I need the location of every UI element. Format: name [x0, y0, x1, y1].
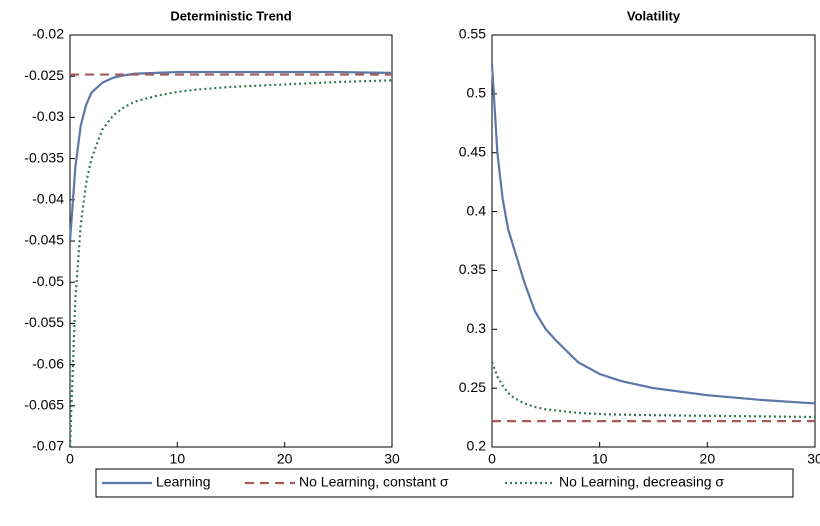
- y-tick-label: -0.045: [24, 232, 64, 248]
- y-tick-label: -0.02: [32, 26, 64, 42]
- x-tick-label: 30: [384, 451, 400, 467]
- x-tick-label: 0: [66, 451, 74, 467]
- y-tick-label: -0.035: [24, 149, 64, 165]
- legend-box: [95, 468, 794, 498]
- y-tick-label: 0.3: [467, 320, 487, 336]
- x-tick-label: 10: [170, 451, 186, 467]
- plot-area: [491, 34, 816, 448]
- y-tick-label: -0.05: [32, 273, 64, 289]
- x-tick-label: 20: [700, 451, 716, 467]
- y-tick-label: 0.35: [459, 261, 486, 277]
- y-tick-label: -0.04: [32, 191, 64, 207]
- x-tick-label: 0: [488, 451, 496, 467]
- y-tick-label: 0.45: [459, 143, 486, 159]
- y-tick-label: -0.03: [32, 108, 64, 124]
- y-tick-label: -0.055: [24, 314, 64, 330]
- y-tick-label: -0.025: [24, 67, 64, 83]
- y-tick-label: -0.07: [32, 438, 64, 454]
- plot-area: [69, 34, 393, 448]
- legend-label: No Learning, decreasing σ: [559, 474, 724, 490]
- y-tick-label: 0.5: [467, 85, 487, 101]
- series-line: [490, 64, 816, 405]
- x-tick-label: 10: [592, 451, 608, 467]
- y-tick-label: 0.25: [459, 379, 486, 395]
- chart-title: Volatility: [627, 8, 681, 23]
- legend-label: No Learning, constant σ: [299, 474, 449, 490]
- y-tick-label: 0.2: [467, 438, 487, 454]
- x-tick-label: 20: [277, 451, 293, 467]
- x-tick-label: 30: [807, 451, 820, 467]
- series-line: [68, 70, 393, 242]
- chart-title: Deterministic Trend: [170, 8, 291, 23]
- y-tick-label: -0.065: [24, 397, 64, 413]
- series-line: [490, 361, 816, 419]
- legend-label: Learning: [156, 474, 211, 490]
- y-tick-label: 0.55: [459, 26, 486, 42]
- y-tick-label: -0.06: [32, 355, 64, 371]
- y-tick-label: 0.4: [467, 202, 487, 218]
